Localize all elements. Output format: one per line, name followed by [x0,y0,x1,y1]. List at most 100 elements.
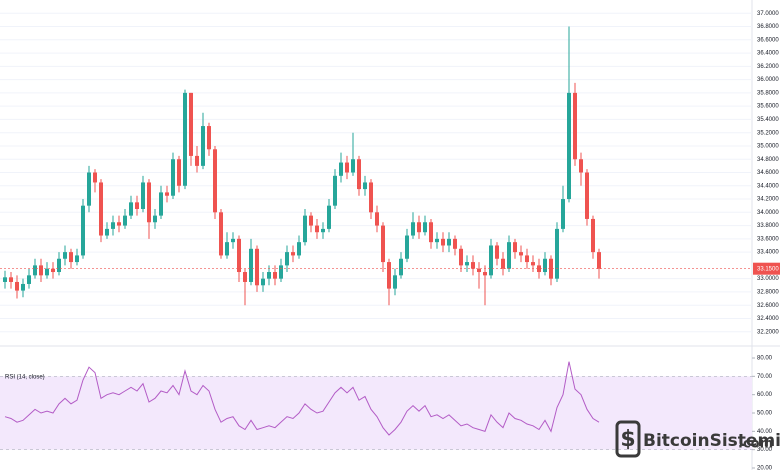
candle-body [507,242,511,269]
y-tick-label: 34.6000 [757,170,779,176]
y-tick-label: 40.00 [757,429,773,435]
candle-body [135,202,139,209]
candle-body [423,222,427,233]
candle-body [249,248,253,282]
candle-body [279,265,283,279]
candle-body [3,277,7,282]
candle-body [399,258,403,276]
candle-body [285,252,289,266]
candle-body [549,258,553,279]
y-tick-label: 35.0000 [757,144,779,150]
candle-body [123,215,127,226]
y-tick-label: 30.00 [757,447,773,453]
candle-body [429,222,433,243]
candle-body [525,255,529,263]
y-tick-label: 36.8000 [757,24,779,30]
y-tick-label: 36.4000 [757,51,779,57]
y-tick-label: 36.0000 [757,77,779,83]
y-tick-label: 33.6000 [757,236,779,242]
watermark-icon [615,420,641,458]
candle-body [207,126,211,150]
candle-body [147,182,151,223]
candle-body [465,262,469,266]
candle-body [513,242,517,253]
candle-body [267,272,271,279]
candle-body [393,275,397,289]
candle-body [573,92,577,160]
candle-body [225,242,229,256]
candle-body [231,238,235,243]
candle-body [261,278,265,286]
candle-body [93,172,97,183]
candle-body [117,222,121,226]
watermark-name: BitcoinSistemi [643,431,780,451]
y-tick-label: 33.4000 [757,250,779,256]
y-tick-label: 33.8000 [757,223,779,229]
candle-body [165,192,169,196]
candle-body [411,222,415,236]
current-price-box [753,262,780,275]
candle-body [435,238,439,243]
indicator-title: RSI (14, close) [5,375,45,381]
candle-body [51,268,55,273]
candle-body [189,92,193,156]
y-tick-label: 32.4000 [757,316,779,322]
y-tick-label: 35.8000 [757,90,779,96]
candle-body [375,212,379,226]
candle-body [201,126,205,166]
y-tick-label: 35.2000 [757,130,779,136]
candle-body [489,245,493,276]
watermark: $ BitcoinSistemi .com [615,420,780,458]
candle-body [471,262,475,269]
candle-body [33,265,37,276]
candle-body [339,162,343,176]
candle-body [441,238,445,246]
candle-body [297,242,301,256]
watermark-icon-glyph: $ [620,427,635,452]
rsi-line [4,361,600,436]
candle-body [381,225,385,263]
candle-body [555,228,559,279]
candle-body [15,281,19,291]
candle-body [213,149,217,213]
candle-body [57,258,61,273]
rsi-band [0,376,752,450]
candle-body [63,252,67,259]
y-tick-label: 35.6000 [757,104,779,110]
candle-body [255,248,259,286]
candle-body [579,159,583,173]
y-tick-label: 80.00 [757,356,773,362]
y-tick-label: 36.2000 [757,64,779,70]
candle-body [333,175,337,206]
candle-body [405,235,409,259]
candle-body [219,212,223,256]
candle-body [99,182,103,236]
candle-body [453,238,457,249]
candle-body [369,182,373,213]
y-tick-label: 36.6000 [757,37,779,43]
current-price-label: 33.1500 [757,266,779,272]
candle-body [69,252,73,263]
candle-body [141,182,145,209]
candle-body [477,268,481,273]
y-tick-label: 32.8000 [757,290,779,296]
candle-body [315,225,319,233]
y-tick-label: 50.00 [757,411,773,417]
y-tick-label: 34.2000 [757,197,779,203]
candle-body [447,238,451,246]
candle-body [537,265,541,273]
y-tick-label: 34.8000 [757,157,779,163]
candle-body [129,202,133,216]
y-tick-label: 60.00 [757,392,773,398]
candle-body [183,92,187,186]
candle-body [543,258,547,273]
y-tick-label: 32.6000 [757,303,779,309]
candle-body [591,218,595,253]
candle-body [243,272,247,282]
candle-body [387,262,391,289]
candle-body [495,245,499,259]
candle-body [27,275,31,284]
y-tick-label: 34.4000 [757,183,779,189]
candle-body [9,277,13,282]
